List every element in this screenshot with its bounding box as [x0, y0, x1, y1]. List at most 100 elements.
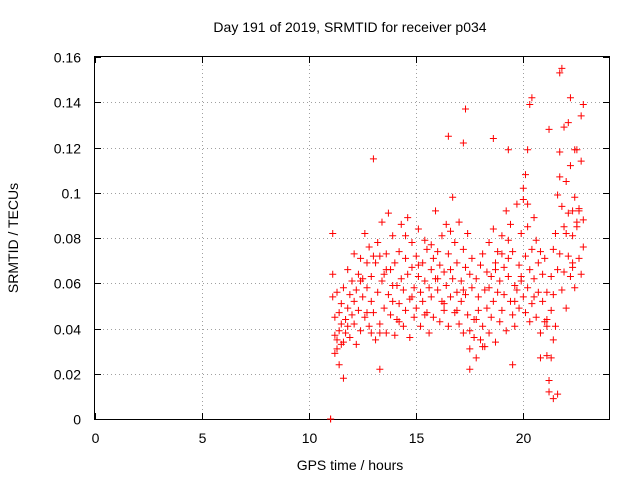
data-point [417, 288, 425, 296]
data-point [564, 252, 572, 260]
data-point [365, 322, 373, 330]
data-point [384, 291, 392, 299]
data-point [547, 354, 555, 362]
data-point [346, 291, 354, 299]
data-point [536, 248, 544, 256]
data-point [489, 225, 497, 233]
data-point [389, 282, 397, 290]
data-point [579, 101, 587, 109]
data-point [369, 252, 377, 260]
data-point [410, 313, 418, 321]
data-point [532, 313, 540, 321]
data-point [462, 263, 470, 271]
data-point [479, 250, 487, 258]
data-point [354, 270, 362, 278]
data-point [566, 272, 574, 280]
data-point [562, 304, 570, 312]
data-point [342, 329, 350, 337]
data-point [363, 259, 371, 267]
data-point [447, 227, 455, 235]
data-point [376, 329, 384, 337]
data-point [554, 191, 562, 199]
data-point [384, 209, 392, 217]
data-point [470, 334, 478, 342]
data-point [532, 236, 540, 244]
data-point [496, 277, 504, 285]
data-point [539, 297, 547, 305]
data-point [359, 293, 367, 301]
data-point [517, 229, 525, 237]
data-point [474, 306, 482, 314]
data-point [367, 272, 375, 280]
data-point [391, 331, 399, 339]
data-point [462, 105, 470, 113]
data-point [365, 243, 373, 251]
x-axis-label: GPS time / hours [297, 457, 404, 473]
data-point [519, 293, 527, 301]
data-point [571, 193, 579, 201]
data-point [575, 207, 583, 215]
data-point [502, 207, 510, 215]
y-tick-label: 0.12 [54, 141, 81, 157]
data-point [337, 320, 345, 328]
data-point [414, 272, 422, 280]
data-point [509, 248, 517, 256]
data-point [485, 239, 493, 247]
data-point [367, 329, 375, 337]
data-point [380, 270, 388, 278]
data-point [468, 284, 476, 292]
data-point [459, 286, 467, 294]
data-point [425, 329, 433, 337]
data-point [331, 349, 339, 357]
data-point [395, 248, 403, 256]
data-point [455, 320, 463, 328]
data-point [536, 354, 544, 362]
data-point [562, 229, 570, 237]
data-point [543, 352, 551, 360]
data-point [376, 320, 384, 328]
data-point [421, 277, 429, 285]
data-point [382, 266, 390, 274]
x-axis: 0 5 10 15 20 [92, 57, 531, 446]
y-tick-label: 0 [73, 412, 81, 428]
data-point [530, 275, 538, 283]
data-point [369, 309, 377, 317]
data-point [515, 304, 523, 312]
data-point [556, 148, 564, 156]
data-point [498, 306, 506, 314]
data-point [464, 311, 472, 319]
data-point [449, 275, 457, 283]
data-point [556, 69, 564, 77]
data-point [521, 252, 529, 260]
y-tick-label: 0.02 [54, 367, 81, 383]
data-point [566, 162, 574, 170]
data-point [579, 216, 587, 224]
data-point [524, 284, 532, 292]
data-point [376, 365, 384, 373]
data-point [556, 173, 564, 181]
data-point [429, 254, 437, 262]
data-point [408, 263, 416, 271]
data-point [434, 248, 442, 256]
data-point [517, 277, 525, 285]
y-tick-label: 0.14 [54, 95, 81, 111]
data-point [466, 345, 474, 353]
data-point [337, 300, 345, 308]
data-point [363, 284, 371, 292]
data-point [440, 306, 448, 314]
data-point [504, 272, 512, 280]
data-point [511, 297, 519, 305]
data-point [344, 266, 352, 274]
data-point [335, 361, 343, 369]
x-tick-label: 0 [92, 430, 100, 446]
data-point [438, 232, 446, 240]
data-point [404, 270, 412, 278]
y-axis-label: SRMTID / TECUs [5, 183, 21, 293]
data-point [472, 354, 480, 362]
data-point [466, 365, 474, 373]
data-point [378, 277, 386, 285]
data-point [500, 263, 508, 271]
data-point [333, 336, 341, 344]
x-tick-label: 15 [409, 430, 425, 446]
